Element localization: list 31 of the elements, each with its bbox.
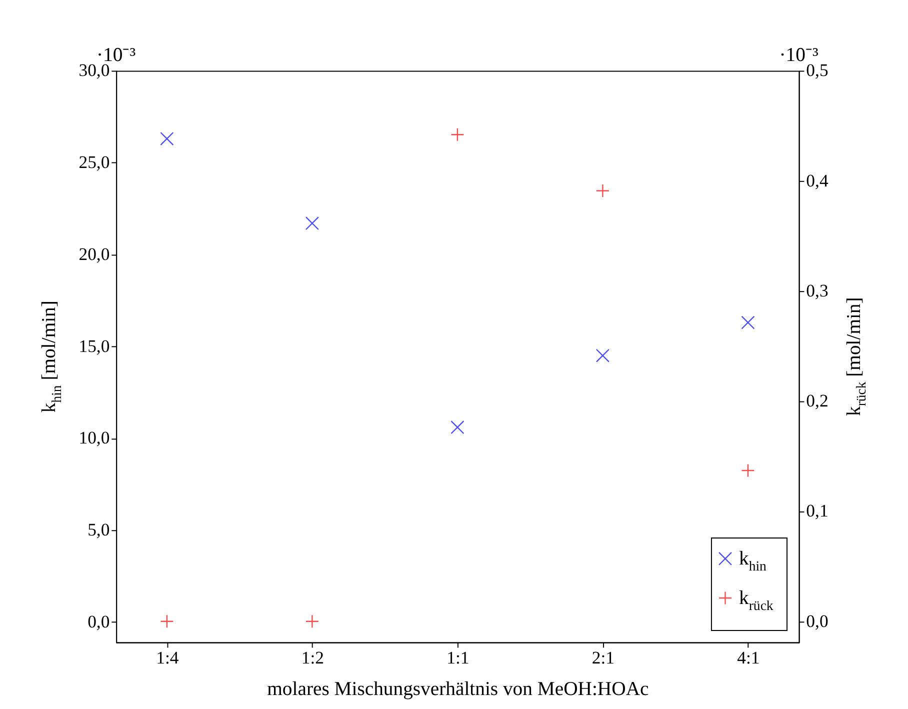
point [450,128,464,142]
x-axis-title: molares Mischungsverhältnis von MeOH:HOAc [267,678,650,700]
y-tick-label: 5,0 [88,520,110,540]
point [741,464,755,478]
y2-tick-label: 0,1 [806,500,828,521]
y-tick-label: 15,0 [78,336,110,356]
point [596,348,610,362]
point [450,420,464,434]
point [305,216,319,230]
point [160,614,174,628]
y-tick-label: 30,0 [78,60,110,80]
point [741,316,755,330]
point [596,184,610,198]
y2-axis-title: krück [mol/min] [842,297,869,416]
y2-tick-label: 0,0 [806,610,828,631]
y-tick-label: 20,0 [78,244,110,264]
y-tick-label: 0,0 [88,611,110,632]
point [160,132,174,146]
y2-tick-label: 0,2 [806,390,828,411]
y2-tick-label: 0,4 [806,170,828,190]
point [305,614,319,628]
y-axis-title: khin [mol/min] [38,300,64,413]
x-tick-label: 1:1 [446,647,470,668]
x-tick-label: 4:1 [737,647,760,668]
y-tick-label: 10,0 [78,428,110,448]
x-tick-label: 1:4 [156,647,179,668]
x-tick-label: 1:2 [301,647,324,668]
y-tick-label: 25,0 [78,152,110,172]
y2-tick-label: 0,3 [806,280,828,300]
y2-tick-label: 0,5 [806,60,828,80]
x-tick-label: 2:1 [592,647,614,668]
